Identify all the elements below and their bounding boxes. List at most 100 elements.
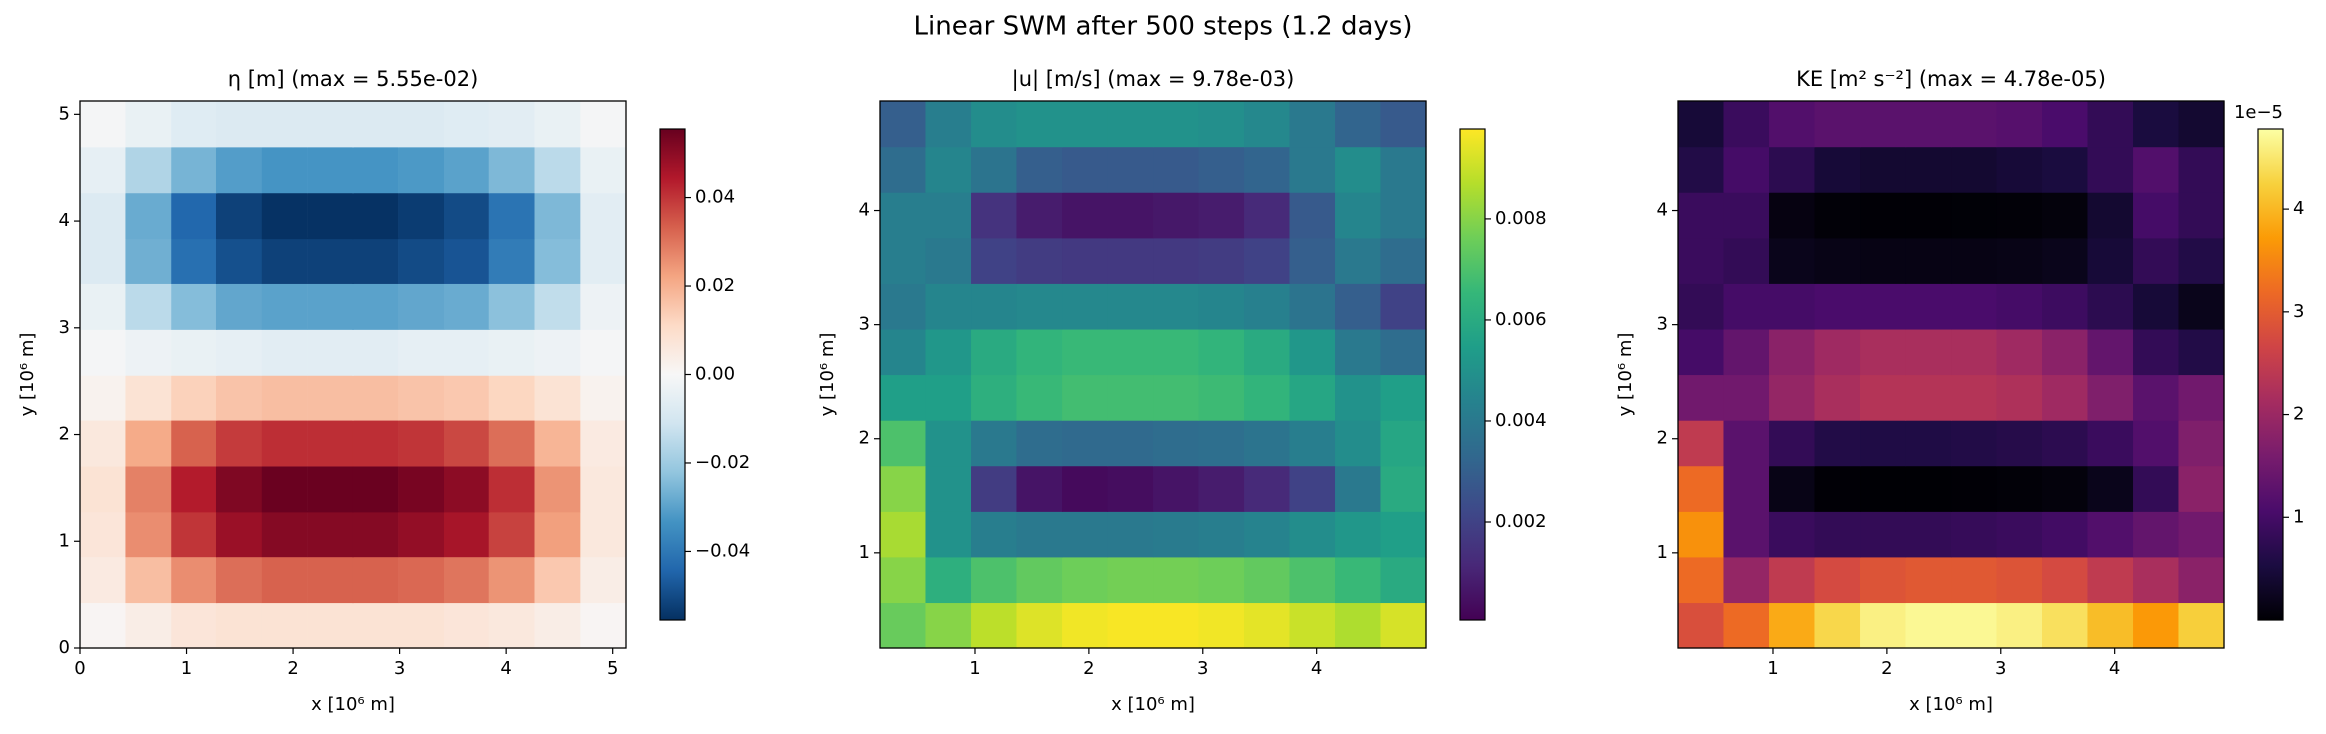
heatmap-cell bbox=[1380, 556, 1427, 604]
heatmap-cell bbox=[2087, 602, 2134, 649]
heatmap-cell bbox=[880, 283, 927, 330]
heatmap-cell bbox=[215, 101, 263, 148]
y-tick-label: 1 bbox=[59, 530, 70, 551]
heatmap-cell bbox=[1769, 465, 1816, 512]
heatmap-cell bbox=[2042, 602, 2089, 649]
x-tick-label: 3 bbox=[394, 658, 405, 679]
colorbar bbox=[1459, 128, 1486, 621]
heatmap-cell bbox=[925, 283, 972, 330]
heatmap-cell bbox=[443, 192, 491, 240]
heatmap-cell bbox=[1769, 328, 1816, 376]
heatmap-cell bbox=[1016, 146, 1063, 193]
heatmap-cell bbox=[2087, 283, 2134, 330]
heatmap-cell bbox=[1996, 420, 2043, 467]
heatmap-cell bbox=[971, 420, 1018, 467]
heatmap-cell bbox=[2087, 420, 2134, 467]
heatmap-cell bbox=[1153, 146, 1200, 193]
heatmap-cell bbox=[1723, 465, 1770, 512]
heatmap-cell bbox=[1905, 602, 1952, 649]
heatmap-cell bbox=[1062, 328, 1109, 376]
x-tick-label: 5 bbox=[607, 658, 618, 679]
heatmap-cell bbox=[1335, 511, 1382, 558]
heatmap-cell bbox=[1062, 602, 1109, 649]
heatmap-cell bbox=[580, 192, 627, 240]
heatmap-cell bbox=[1016, 420, 1063, 467]
heatmap-cell bbox=[443, 147, 491, 194]
heatmap-cell bbox=[1860, 602, 1907, 649]
heatmap-cell bbox=[925, 420, 972, 467]
heatmap-cell bbox=[925, 192, 972, 239]
heatmap-cell bbox=[307, 374, 354, 421]
heatmap-cell bbox=[1905, 192, 1952, 239]
heatmap-cell bbox=[2087, 237, 2134, 284]
heatmap-cell bbox=[261, 101, 308, 148]
heatmap-cell bbox=[1678, 602, 1725, 649]
heatmap-cell bbox=[2178, 283, 2225, 330]
colorbar-tick-label: 0.004 bbox=[1495, 410, 1547, 431]
heatmap-cell bbox=[1062, 101, 1109, 148]
heatmap-cell bbox=[2133, 420, 2180, 467]
y-tick-label: 1 bbox=[859, 542, 870, 563]
heatmap-cell bbox=[1107, 602, 1154, 649]
heatmap-cell bbox=[880, 237, 927, 284]
heatmap-cell bbox=[534, 374, 581, 421]
heatmap-cell bbox=[1996, 146, 2043, 193]
heatmap-cell bbox=[307, 556, 354, 604]
heatmap-cell bbox=[1814, 101, 1861, 148]
heatmap-cell bbox=[261, 511, 308, 558]
heatmap-cell bbox=[2042, 374, 2089, 421]
heatmap-cell bbox=[261, 283, 308, 330]
heatmap-cell bbox=[352, 147, 399, 194]
x-axis-label: x [10⁶ m] bbox=[1909, 694, 1993, 715]
heatmap-cell bbox=[1905, 146, 1952, 193]
heatmap-cell bbox=[1951, 374, 1998, 421]
heatmap-cell bbox=[1769, 556, 1816, 604]
heatmap-cell bbox=[215, 602, 263, 649]
y-tick-label: 4 bbox=[59, 210, 70, 231]
heatmap-cell bbox=[443, 329, 491, 376]
heatmap-cell bbox=[215, 511, 263, 558]
heatmap-cell bbox=[1678, 192, 1725, 239]
heatmap-cell bbox=[1244, 420, 1291, 467]
y-tick-label: 3 bbox=[1657, 314, 1668, 335]
heatmap-cell bbox=[1860, 146, 1907, 193]
heatmap-cell bbox=[1814, 465, 1861, 512]
heatmap-cell bbox=[1016, 101, 1063, 148]
heatmap-cell bbox=[398, 374, 445, 421]
heatmap-cell bbox=[1244, 192, 1291, 239]
heatmap-cell bbox=[307, 511, 354, 558]
heatmap-cell bbox=[1335, 192, 1382, 239]
heatmap-cell bbox=[1335, 237, 1382, 284]
heatmap-cell bbox=[352, 556, 399, 604]
heatmap-cell bbox=[2133, 511, 2180, 558]
heatmap-cell bbox=[1380, 511, 1427, 558]
heatmap-cell bbox=[443, 556, 491, 604]
heatmap-cell bbox=[1678, 374, 1725, 421]
heatmap-cell bbox=[1289, 328, 1336, 376]
heatmap-cell bbox=[488, 147, 535, 194]
heatmap-cell bbox=[1678, 328, 1725, 376]
heatmap-cell bbox=[171, 147, 218, 194]
heatmap-cell bbox=[925, 556, 972, 604]
x-tick-label: 1 bbox=[181, 658, 192, 679]
heatmap-cell bbox=[352, 283, 399, 330]
heatmap-cell bbox=[171, 511, 218, 558]
heatmap-cell bbox=[307, 283, 354, 330]
heatmap-cell bbox=[534, 511, 581, 558]
heatmap-cell bbox=[1244, 283, 1291, 330]
colorbar-tick-label: 0.002 bbox=[1495, 511, 1547, 532]
heatmap-cell bbox=[125, 237, 172, 284]
heatmap-cell bbox=[352, 511, 399, 558]
heatmap-cell bbox=[1062, 465, 1109, 512]
heatmap-cell bbox=[1769, 146, 1816, 193]
heatmap-cell bbox=[2087, 328, 2134, 376]
heatmap-cell bbox=[971, 374, 1018, 421]
x-tick-label: 4 bbox=[2109, 658, 2120, 679]
heatmap-cell bbox=[1814, 602, 1861, 649]
heatmap-cell bbox=[1107, 283, 1154, 330]
heatmap-cell bbox=[880, 192, 927, 239]
heatmap-cell bbox=[488, 237, 535, 284]
heatmap-cell bbox=[1905, 465, 1952, 512]
colorbar-tick-label: 0.00 bbox=[695, 364, 735, 385]
heatmap-cell bbox=[488, 420, 535, 467]
